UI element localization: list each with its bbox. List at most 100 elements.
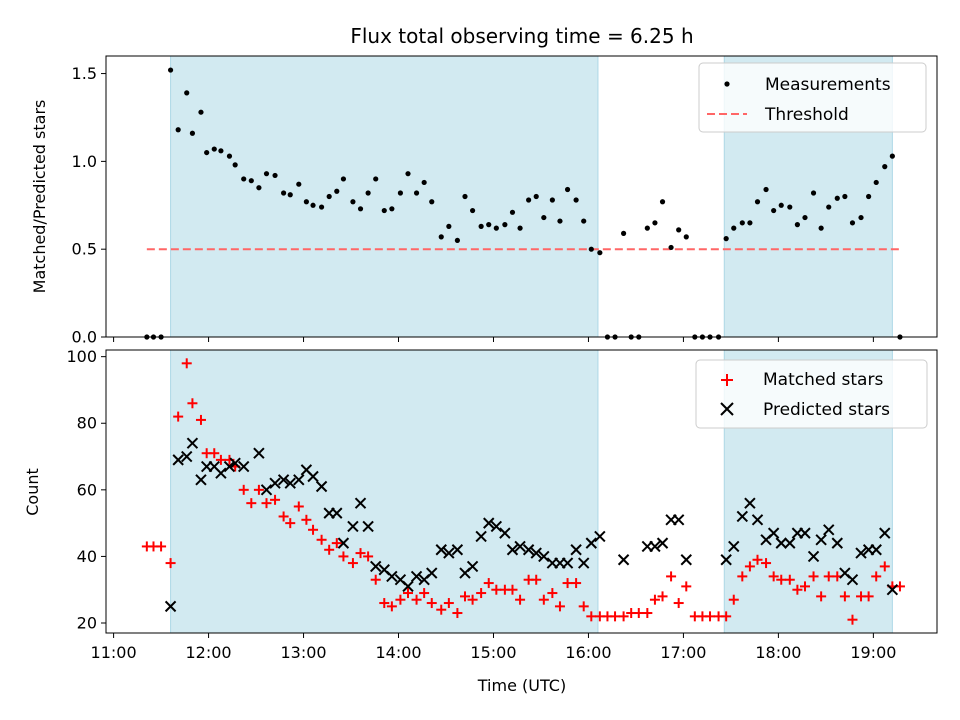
matched-point-84 [799,581,810,592]
chart-title: Flux total observing time = 6.25 h [350,24,693,48]
matched-point-67 [666,571,677,582]
predicted-point-9 [229,457,241,469]
matched-point-22 [308,524,319,535]
matched-point-60 [610,611,621,622]
measurement-point-58 [597,250,603,256]
predicted-point-10 [238,460,250,473]
legend-threshold-label: Threshold [764,105,849,125]
measurement-point-86 [818,225,824,231]
matched-point-63 [633,608,644,619]
matched-point-38 [436,604,447,615]
matched-point-93 [871,571,882,582]
predicted-point-83 [886,584,899,596]
legend-predicted-label: Predicted stars [763,400,890,420]
matched-point-86 [816,591,827,602]
counts-xtick-label-2: 13:00 [280,643,326,662]
ratio-legend: Measurements Threshold [698,62,927,133]
counts-xtick-label-6: 17:00 [660,643,706,662]
measurement-point-65 [652,220,658,226]
measurement-point-41 [462,193,468,200]
ratio-ticks-ytick-label-3: 1.5 [72,64,97,83]
predicted-point-24 [354,497,367,509]
matched-point-87 [823,571,834,582]
ratio-measurement-points [144,67,903,340]
predicted-point-18 [307,470,319,483]
predicted-point-75 [823,524,835,536]
matched-point-82 [784,574,795,585]
measurement-point-77 [747,220,753,226]
matched-point-28 [355,548,366,559]
measurement-point-35 [413,190,420,196]
measurement-point-32 [389,206,395,212]
predicted-point-11 [253,447,265,459]
matched-point-72 [705,611,716,622]
measurement-point-61 [620,230,627,236]
matched-point-74 [721,611,732,622]
predicted-point-7 [215,467,227,479]
measurement-point-67 [668,244,674,251]
predicted-point-30 [402,580,414,593]
counts-xtick-label-3: 14:00 [375,643,421,662]
matched-point-24 [324,544,335,555]
measurement-point-31 [381,207,387,214]
measurement-point-93 [873,179,879,186]
predicted-point-51 [570,544,582,556]
predicted-point-44 [514,540,526,553]
measurement-point-81 [778,202,784,208]
matched-point-80 [768,571,779,582]
measurement-point-24 [326,193,332,200]
matched-point-54 [562,578,573,589]
measurement-point-94 [882,164,888,170]
matched-point-37 [426,598,437,609]
matched-point-79 [761,558,772,569]
matched-point-61 [618,611,629,622]
measurement-point-80 [771,207,777,214]
measurement-point-68 [676,227,682,233]
predicted-point-28 [386,570,398,583]
ratio-shades-region-0 [170,55,599,338]
measurement-point-22 [310,202,316,208]
measurement-point-25 [334,188,340,194]
matched-point-23 [316,534,327,545]
matched-point-75 [728,594,739,605]
matched-point-51 [538,594,549,605]
predicted-point-0 [164,600,177,613]
measurement-point-19 [287,192,293,198]
measurement-point-74 [723,236,729,242]
predicted-point-76 [831,537,843,549]
predicted-point-52 [577,557,590,569]
predicted-point-55 [617,554,630,566]
matched-point-3 [165,558,176,569]
measurement-point-57 [588,246,594,252]
measurement-point-66 [659,199,666,205]
matched-point-13 [238,484,249,495]
ratio-ylabel: Matched/Predicted stars [30,100,49,294]
predicted-point-13 [269,477,281,489]
measurement-point-46 [502,222,508,228]
matched-point-35 [411,594,422,605]
matched-point-36 [419,588,430,599]
matched-point-10 [215,454,226,465]
predicted-point-4 [195,474,207,486]
matched-point-19 [285,518,296,529]
counts-xtick-label-4: 15:00 [470,643,516,662]
measurement-point-23 [318,204,325,210]
ratio-axes-frame [105,55,938,338]
matched-point-27 [347,558,358,569]
measurement-point-45 [493,225,499,231]
legend-measurements-label: Measurements [765,75,891,95]
predicted-point-82 [879,527,891,539]
matched-point-64 [642,608,653,619]
matched-point-45 [491,584,502,595]
predicted-point-15 [284,477,296,489]
measurement-point-85 [810,190,817,196]
measurement-point-20 [296,181,302,187]
predicted-point-57 [649,540,661,553]
predicted-point-69 [775,537,787,549]
predicted-point-21 [331,507,343,519]
matched-point-20 [293,501,304,512]
measurement-point-38 [438,234,444,240]
matched-point-56 [578,601,589,612]
counts-ticks: 20 40 60 80 100 11:00 12:00 13:00 14:00 15:00 16:0… [66,347,896,662]
measurement-point-11 [226,153,233,159]
